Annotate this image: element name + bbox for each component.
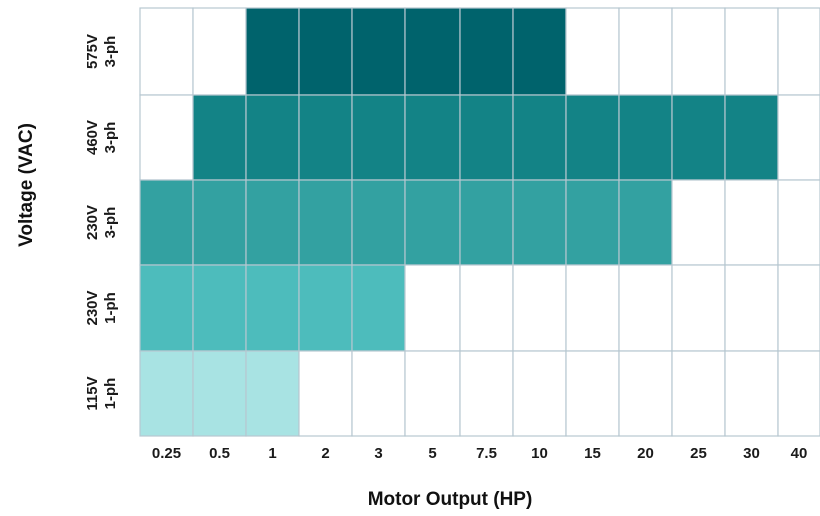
- heatmap-cell-230v-1-ph-hp-2: [298, 264, 353, 352]
- heatmap-cell-575v-3-ph-hp-1: [245, 7, 300, 96]
- y-tick-label-voltage: 230V: [84, 205, 101, 240]
- x-tick-label: 30: [743, 445, 760, 462]
- heatmap-cell-230v-1-ph-hp-30: [724, 264, 779, 352]
- heatmap-cell-575v-3-ph-hp-7_5: [459, 7, 514, 96]
- y-tick-label-voltage: 230V: [84, 290, 101, 325]
- heatmap-cell-460v-3-ph-hp-0_25: [139, 94, 194, 181]
- heatmap-cell-575v-3-ph-hp-10: [512, 7, 567, 96]
- heatmap-cell-230v-3-ph-hp-0_5: [192, 179, 247, 266]
- y-tick-label-phase: 3-ph: [102, 122, 119, 154]
- heatmap-cell-115v-1-ph-hp-7_5: [459, 350, 514, 437]
- heatmap-cell-230v-3-ph-hp-5: [404, 179, 461, 266]
- heatmap-cell-230v-1-ph-hp-7_5: [459, 264, 514, 352]
- y-tick-label-phase: 1-ph: [102, 378, 119, 410]
- heatmap-cells: [139, 7, 820, 437]
- heatmap-cell-230v-3-ph-hp-3: [351, 179, 406, 266]
- heatmap-cell-460v-3-ph-hp-3: [351, 94, 406, 181]
- x-tick-label: 1: [268, 445, 276, 462]
- heatmap-cell-115v-1-ph-hp-20: [618, 350, 673, 437]
- heatmap-cell-230v-3-ph-hp-1: [245, 179, 300, 266]
- heatmap-cell-460v-3-ph-hp-0_5: [192, 94, 247, 181]
- heatmap-cell-230v-3-ph-hp-20: [618, 179, 673, 266]
- heatmap-cell-115v-1-ph-hp-5: [404, 350, 461, 437]
- x-tick-label: 40: [791, 445, 808, 462]
- heatmap-cell-460v-3-ph-hp-5: [404, 94, 461, 181]
- x-tick-label: 7.5: [476, 445, 497, 462]
- heatmap-cell-460v-3-ph-hp-1: [245, 94, 300, 181]
- heatmap-cell-115v-1-ph-hp-2: [298, 350, 353, 437]
- heatmap-cell-115v-1-ph-hp-3: [351, 350, 406, 437]
- heatmap-cell-230v-3-ph-hp-40: [777, 179, 820, 266]
- y-tick-label-voltage: 115V: [84, 376, 101, 410]
- x-tick-label: 0.5: [209, 445, 230, 462]
- heatmap-cell-230v-3-ph-hp-7_5: [459, 179, 514, 266]
- heatmap-cell-575v-3-ph-hp-3: [351, 7, 406, 96]
- heatmap-cell-575v-3-ph-hp-2: [298, 7, 353, 96]
- heatmap-cell-460v-3-ph-hp-30: [724, 94, 779, 181]
- heatmap-cell-230v-1-ph-hp-0_25: [139, 264, 194, 352]
- heatmap-cell-230v-3-ph-hp-0_25: [139, 179, 194, 266]
- heatmap-cell-230v-3-ph-hp-25: [671, 179, 726, 266]
- y-axis-title: Voltage (VAC): [16, 123, 37, 247]
- heatmap-cell-575v-3-ph-hp-15: [565, 7, 620, 96]
- heatmap-cell-575v-3-ph-hp-25: [671, 7, 726, 96]
- heatmap-cell-230v-1-ph-hp-10: [512, 264, 567, 352]
- heatmap-cell-575v-3-ph-hp-30: [724, 7, 779, 96]
- heatmap-cell-230v-1-ph-hp-25: [671, 264, 726, 352]
- heatmap-cell-575v-3-ph-hp-20: [618, 7, 673, 96]
- x-tick-label: 5: [428, 445, 436, 462]
- x-tick-label: 3: [374, 445, 382, 462]
- y-tick-label-phase: 3-ph: [102, 36, 119, 68]
- x-tick-label: 20: [637, 445, 654, 462]
- x-tick-label: 15: [584, 445, 601, 462]
- y-tick-label-phase: 1-ph: [102, 292, 119, 324]
- y-tick-label-voltage: 460V: [84, 120, 101, 155]
- heatmap-cell-115v-1-ph-hp-25: [671, 350, 726, 437]
- heatmap-cell-460v-3-ph-hp-20: [618, 94, 673, 181]
- heatmap-cell-230v-1-ph-hp-15: [565, 264, 620, 352]
- heatmap-cell-230v-1-ph-hp-5: [404, 264, 461, 352]
- heatmap-cell-460v-3-ph-hp-25: [671, 94, 726, 181]
- heatmap-cell-460v-3-ph-hp-7_5: [459, 94, 514, 181]
- heatmap-cell-575v-3-ph-hp-5: [404, 7, 461, 96]
- heatmap-cell-575v-3-ph-hp-0_25: [139, 7, 194, 96]
- heatmap-cell-115v-1-ph-hp-0_5: [192, 350, 247, 437]
- heatmap-cell-230v-1-ph-hp-20: [618, 264, 673, 352]
- x-tick-labels: 0.25 0.5 1 2 3 5 7.5 10 15 20 25 30 40: [152, 445, 807, 462]
- heatmap-cell-230v-3-ph-hp-10: [512, 179, 567, 266]
- heatmap-cell-115v-1-ph-hp-0_25: [139, 350, 194, 437]
- heatmap-cell-115v-1-ph-hp-40: [777, 350, 820, 437]
- heatmap-cell-115v-1-ph-hp-15: [565, 350, 620, 437]
- heatmap-cell-575v-3-ph-hp-0_5: [192, 7, 247, 96]
- heatmap-cell-115v-1-ph-hp-10: [512, 350, 567, 437]
- x-tick-label: 10: [531, 445, 548, 462]
- x-tick-label: 0.25: [152, 445, 181, 462]
- heatmap-cell-230v-1-ph-hp-40: [777, 264, 820, 352]
- heatmap-cell-230v-1-ph-hp-3: [351, 264, 406, 352]
- heatmap-cell-230v-3-ph-hp-2: [298, 179, 353, 266]
- x-tick-label: 2: [321, 445, 329, 462]
- heatmap-cell-115v-1-ph-hp-30: [724, 350, 779, 437]
- heatmap-cell-460v-3-ph-hp-2: [298, 94, 353, 181]
- heatmap-cell-460v-3-ph-hp-10: [512, 94, 567, 181]
- heatmap-cell-230v-1-ph-hp-0_5: [192, 264, 247, 352]
- x-axis-title: Motor Output (HP): [368, 489, 533, 510]
- heatmap-cell-230v-3-ph-hp-30: [724, 179, 779, 266]
- heatmap-cell-460v-3-ph-hp-40: [777, 94, 820, 181]
- heatmap-cell-115v-1-ph-hp-1: [245, 350, 300, 437]
- heatmap-cell-460v-3-ph-hp-15: [565, 94, 620, 181]
- x-tick-label: 25: [690, 445, 707, 462]
- y-tick-label-phase: 3-ph: [102, 207, 119, 239]
- y-tick-label-voltage: 575V: [84, 34, 101, 69]
- heatmap-cell-230v-1-ph-hp-1: [245, 264, 300, 352]
- heatmap-cell-575v-3-ph-hp-40: [777, 7, 820, 96]
- heatmap-cell-230v-3-ph-hp-15: [565, 179, 620, 266]
